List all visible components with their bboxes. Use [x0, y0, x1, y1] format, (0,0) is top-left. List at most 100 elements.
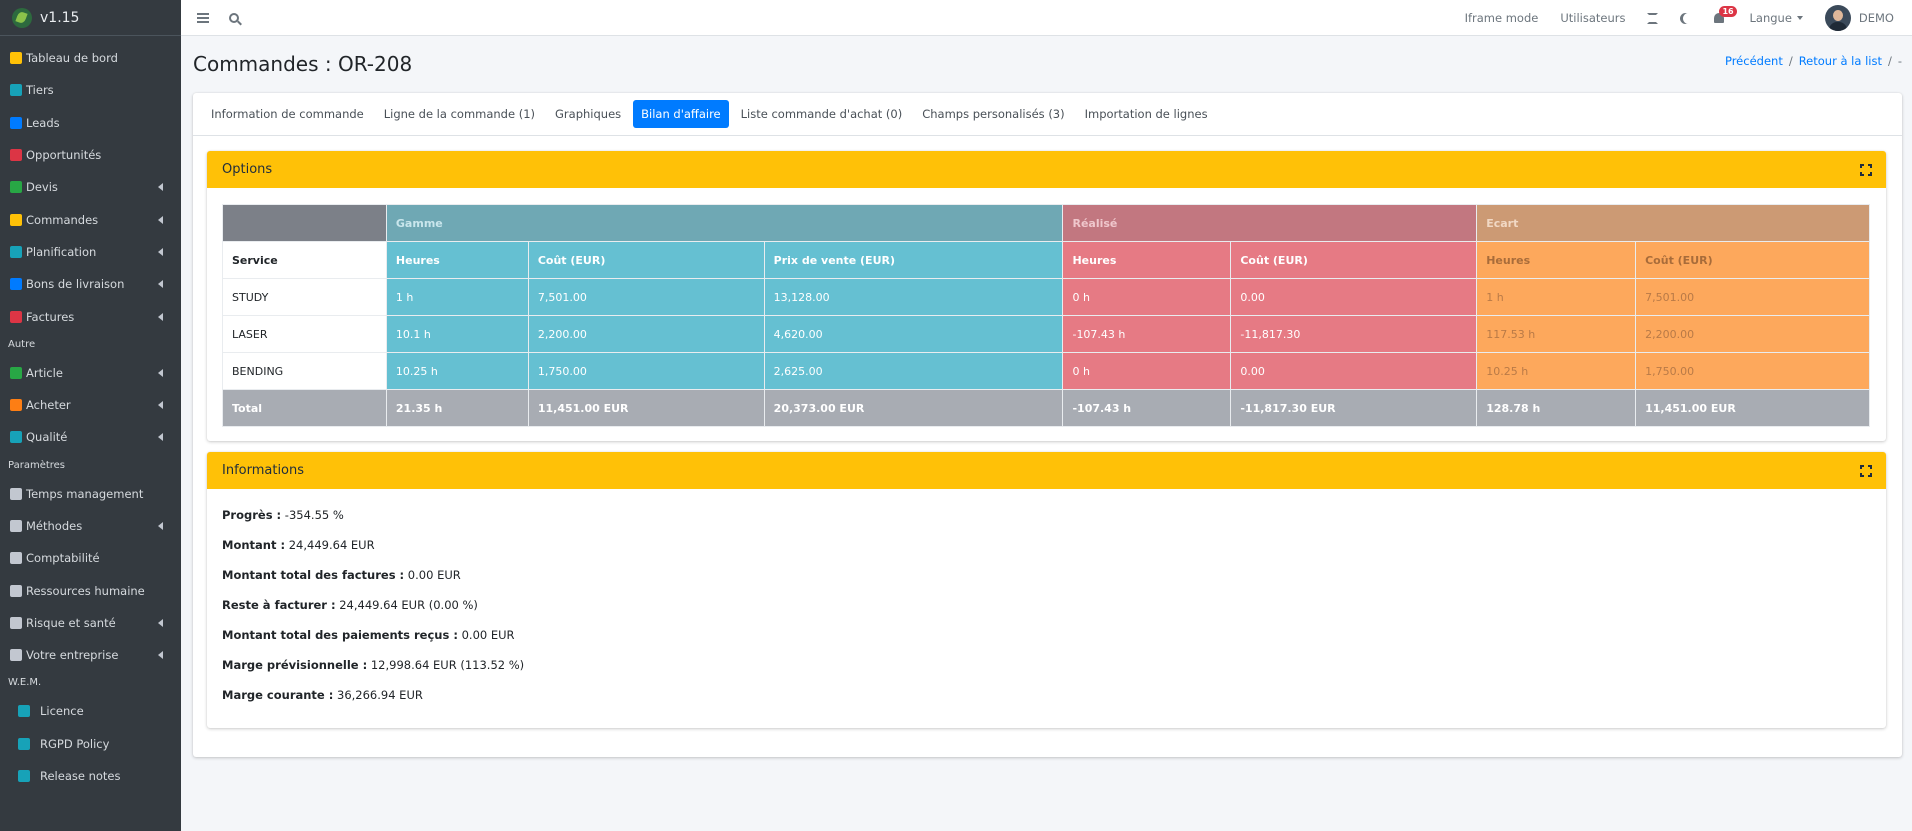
chevron-left-icon	[158, 433, 163, 442]
user-menu[interactable]: DEMO	[1824, 5, 1894, 31]
sidebar-item[interactable]: Leads	[0, 107, 181, 139]
invoice-icon	[10, 310, 22, 323]
sidebar-item[interactable]: Acheter	[0, 389, 181, 421]
total-cell: Total	[222, 389, 387, 427]
table-group-header-row: Gamme Réalisé Ecart	[222, 204, 1870, 242]
table-cell: LASER	[222, 315, 387, 353]
sidebar-item[interactable]: Tiers	[0, 74, 181, 106]
tab[interactable]: Bilan d'affaire	[633, 100, 729, 128]
total-cell: -11,817.30 EUR	[1230, 389, 1478, 427]
precedent-link[interactable]: Précédent	[1724, 54, 1783, 68]
info-label: Marge prévisionnelle :	[222, 658, 368, 672]
utilisateurs-link[interactable]: Utilisateurs	[1560, 11, 1626, 25]
cart-icon	[10, 213, 22, 226]
dark-mode-icon[interactable]	[1683, 13, 1694, 24]
total-cell: 21.35 h	[385, 389, 529, 427]
sidebar-item[interactable]: Release notes	[0, 760, 181, 792]
sidebar-item[interactable]: Votre entreprise	[0, 639, 181, 671]
sidebar-item[interactable]: Opportunités	[0, 139, 181, 171]
maximize-icon[interactable]	[1860, 465, 1872, 477]
iframe-mode-link[interactable]: Iframe mode	[1464, 11, 1539, 25]
breadcrumb: Précédent / Retour à la list / -	[1725, 54, 1902, 68]
sidebar-item[interactable]: Tableau de bord	[0, 42, 181, 74]
tab[interactable]: Information de commande	[211, 107, 364, 121]
table-cell: -11,817.30	[1230, 315, 1478, 353]
sidebar-item[interactable]: Factures	[0, 300, 181, 332]
app-version: v1.15	[40, 9, 80, 26]
search-icon[interactable]	[229, 13, 239, 23]
chevron-left-icon	[158, 183, 163, 192]
sidebar-item-label: Comptabilité	[26, 551, 100, 566]
sidebar-item[interactable]: Devis	[0, 171, 181, 203]
table-group-empty	[222, 204, 387, 242]
sidebar-item-label: Votre entreprise	[26, 648, 119, 663]
sidebar-item[interactable]: Bons de livraison	[0, 268, 181, 300]
tab[interactable]: Importation de lignes	[1084, 107, 1208, 121]
table-cell: 7,501.00	[527, 278, 765, 316]
page-title: Commandes : OR-208	[193, 52, 413, 76]
sidebar-item[interactable]: Article	[0, 357, 181, 389]
column-header: Heures	[385, 241, 529, 279]
sidebar-item[interactable]: Planification	[0, 236, 181, 268]
calendar-icon	[10, 245, 22, 258]
info-line: Montant total des factures : 0.00 EUR	[222, 565, 1871, 595]
informations-card-header: Informations	[207, 452, 1886, 489]
group-realise: Réalisé	[1062, 204, 1478, 242]
language-label: Langue	[1749, 11, 1792, 25]
shopping-bag-icon	[10, 399, 22, 412]
sidebar-item[interactable]: Commandes	[0, 203, 181, 235]
sidebar-item-label: Risque et santé	[26, 615, 116, 630]
chart-icon	[10, 649, 22, 662]
sidebar-item-label: Commandes	[26, 212, 99, 227]
info-label: Montant total des paiements reçus :	[222, 628, 458, 642]
breadcrumb-separator: /	[1788, 54, 1793, 68]
info-value: 0.00 EUR	[404, 568, 461, 582]
book-icon	[10, 278, 22, 291]
breadcrumb-current: -	[1897, 54, 1902, 68]
fullscreen-icon[interactable]	[1647, 12, 1659, 24]
column-header: Coût (EUR)	[527, 241, 765, 279]
cloud-icon	[18, 737, 30, 750]
brand[interactable]: v1.15	[0, 0, 181, 36]
sidebar-item[interactable]: Comptabilité	[0, 542, 181, 574]
notifications-button[interactable]: 16	[1713, 6, 1737, 25]
sidebar-item-label: Leads	[26, 115, 60, 130]
sidebar-item[interactable]: Licence	[0, 695, 181, 727]
info-line: Montant : 24,449.64 EUR	[222, 535, 1871, 565]
breadcrumb-separator: /	[1887, 54, 1892, 68]
sidebar-item-label: Release notes	[40, 769, 121, 784]
language-dropdown[interactable]: Langue	[1749, 11, 1803, 25]
tab[interactable]: Ligne de la commande (1)	[383, 107, 536, 121]
sidebar-item[interactable]: Méthodes	[0, 510, 181, 542]
tab[interactable]: Liste commande d'achat (0)	[740, 107, 903, 121]
group-gamme: Gamme	[385, 204, 1064, 242]
sidebar-item[interactable]: Qualité	[0, 421, 181, 453]
table-cell: 2,200.00	[1635, 315, 1870, 353]
table-row: BENDING 10.25 h 1,750.00 2,625.00 0 h 0.00 10.…	[222, 352, 1870, 390]
tab[interactable]: Champs personalisés (3)	[922, 107, 1065, 121]
table-cell: BENDING	[222, 352, 387, 390]
sidebar-section-header: Paramètres	[8, 459, 66, 471]
sidebar-item-label: Licence	[40, 704, 84, 719]
table-row: STUDY 1 h 7,501.00 13,128.00 0 h 0.00 1 h 7,501…	[222, 278, 1870, 316]
table-cell: 10.25 h	[385, 352, 529, 390]
table-row: LASER 10.1 h 2,200.00 4,620.00 -107.43 h -11,…	[222, 315, 1870, 353]
menu-toggle-icon[interactable]	[197, 13, 209, 23]
calculator-icon	[10, 181, 22, 194]
table-cell: STUDY	[222, 278, 387, 316]
column-header: Prix de vente (EUR)	[763, 241, 1064, 279]
sidebar-item[interactable]: Temps management	[0, 478, 181, 510]
ruler-icon	[10, 431, 22, 444]
info-value: 36,266.94 EUR	[333, 688, 423, 702]
sidebar-item[interactable]: Risque et santé	[0, 607, 181, 639]
informations-card: Informations Progrès : -354.55 % Montant …	[207, 452, 1886, 728]
sidebar-item[interactable]: RGPD Policy	[0, 728, 181, 760]
tag-icon	[10, 149, 22, 162]
table-cell: 1 h	[1476, 278, 1637, 316]
tab[interactable]: Graphiques	[555, 107, 622, 121]
sidebar-item[interactable]: Ressources humaine	[0, 574, 181, 606]
retour-liste-link[interactable]: Retour à la list	[1798, 54, 1882, 68]
maximize-icon[interactable]	[1860, 164, 1872, 176]
table-cell: 10.1 h	[385, 315, 529, 353]
sidebar-nav: Tableau de bord Tiers Leads Opportunités Dev…	[0, 36, 181, 792]
